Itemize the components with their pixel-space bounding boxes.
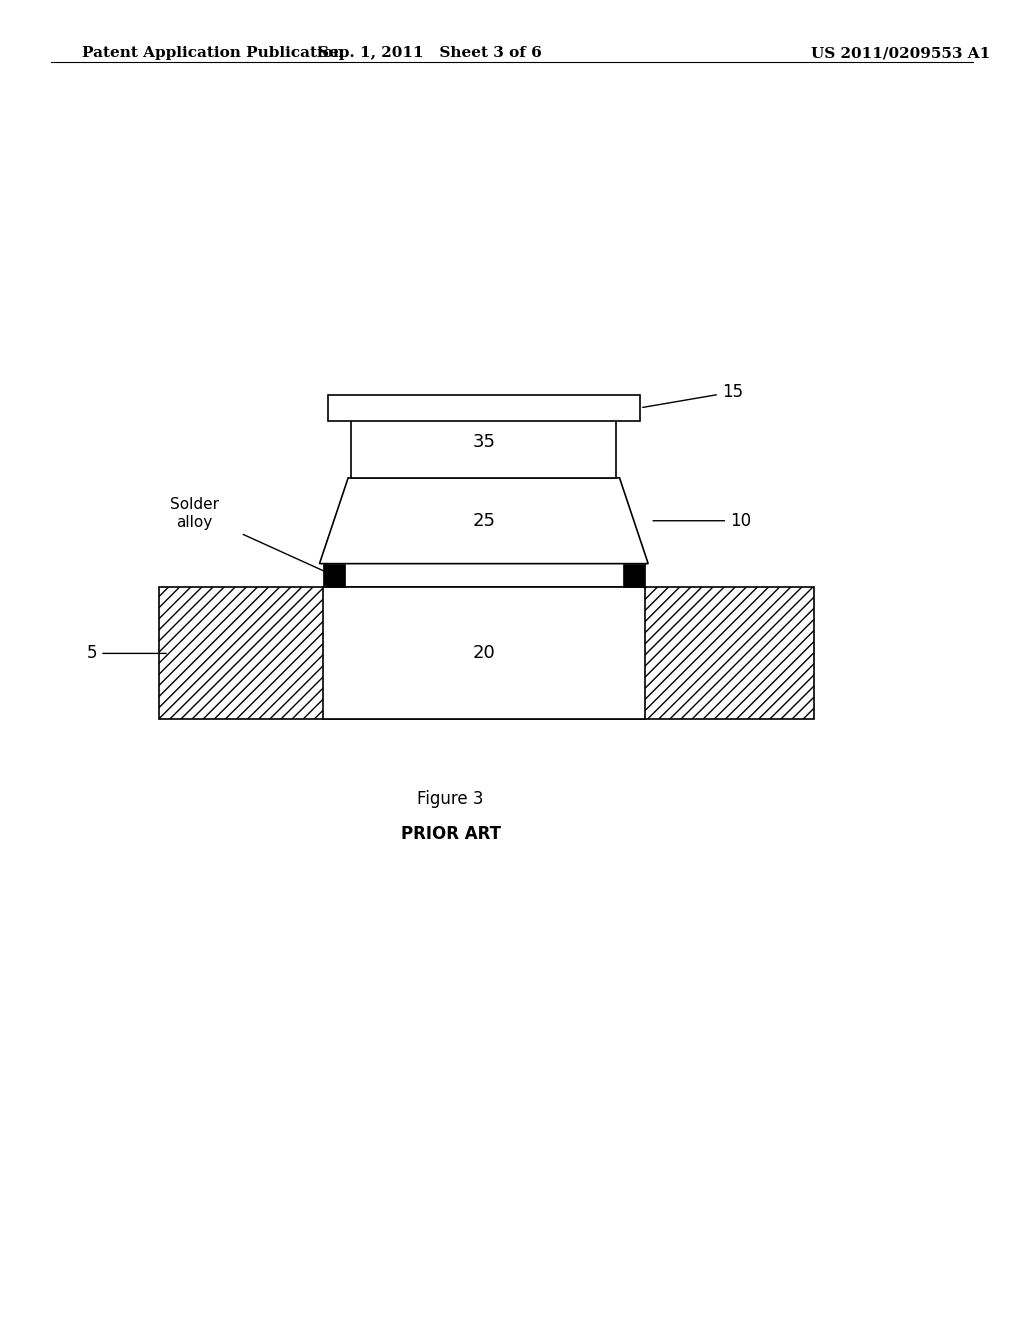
Text: PRIOR ART: PRIOR ART: [400, 825, 501, 843]
Text: Solder
alloy: Solder alloy: [170, 498, 219, 529]
Text: Figure 3: Figure 3: [418, 789, 483, 808]
Bar: [323, 564, 345, 587]
Polygon shape: [319, 478, 648, 564]
Text: 15: 15: [643, 383, 743, 408]
Text: Patent Application Publication: Patent Application Publication: [82, 46, 344, 61]
Text: 5: 5: [87, 644, 166, 663]
Bar: [623, 564, 645, 587]
Bar: [323, 587, 645, 719]
Text: 20: 20: [472, 644, 496, 663]
Text: Sep. 1, 2011   Sheet 3 of 6: Sep. 1, 2011 Sheet 3 of 6: [318, 46, 542, 61]
Text: 35: 35: [472, 433, 496, 450]
Bar: [159, 587, 814, 719]
Text: 10: 10: [653, 512, 752, 529]
Bar: [351, 405, 616, 478]
Text: US 2011/0209553 A1: US 2011/0209553 A1: [811, 46, 991, 61]
Text: 25: 25: [472, 512, 496, 529]
Bar: [328, 395, 640, 421]
